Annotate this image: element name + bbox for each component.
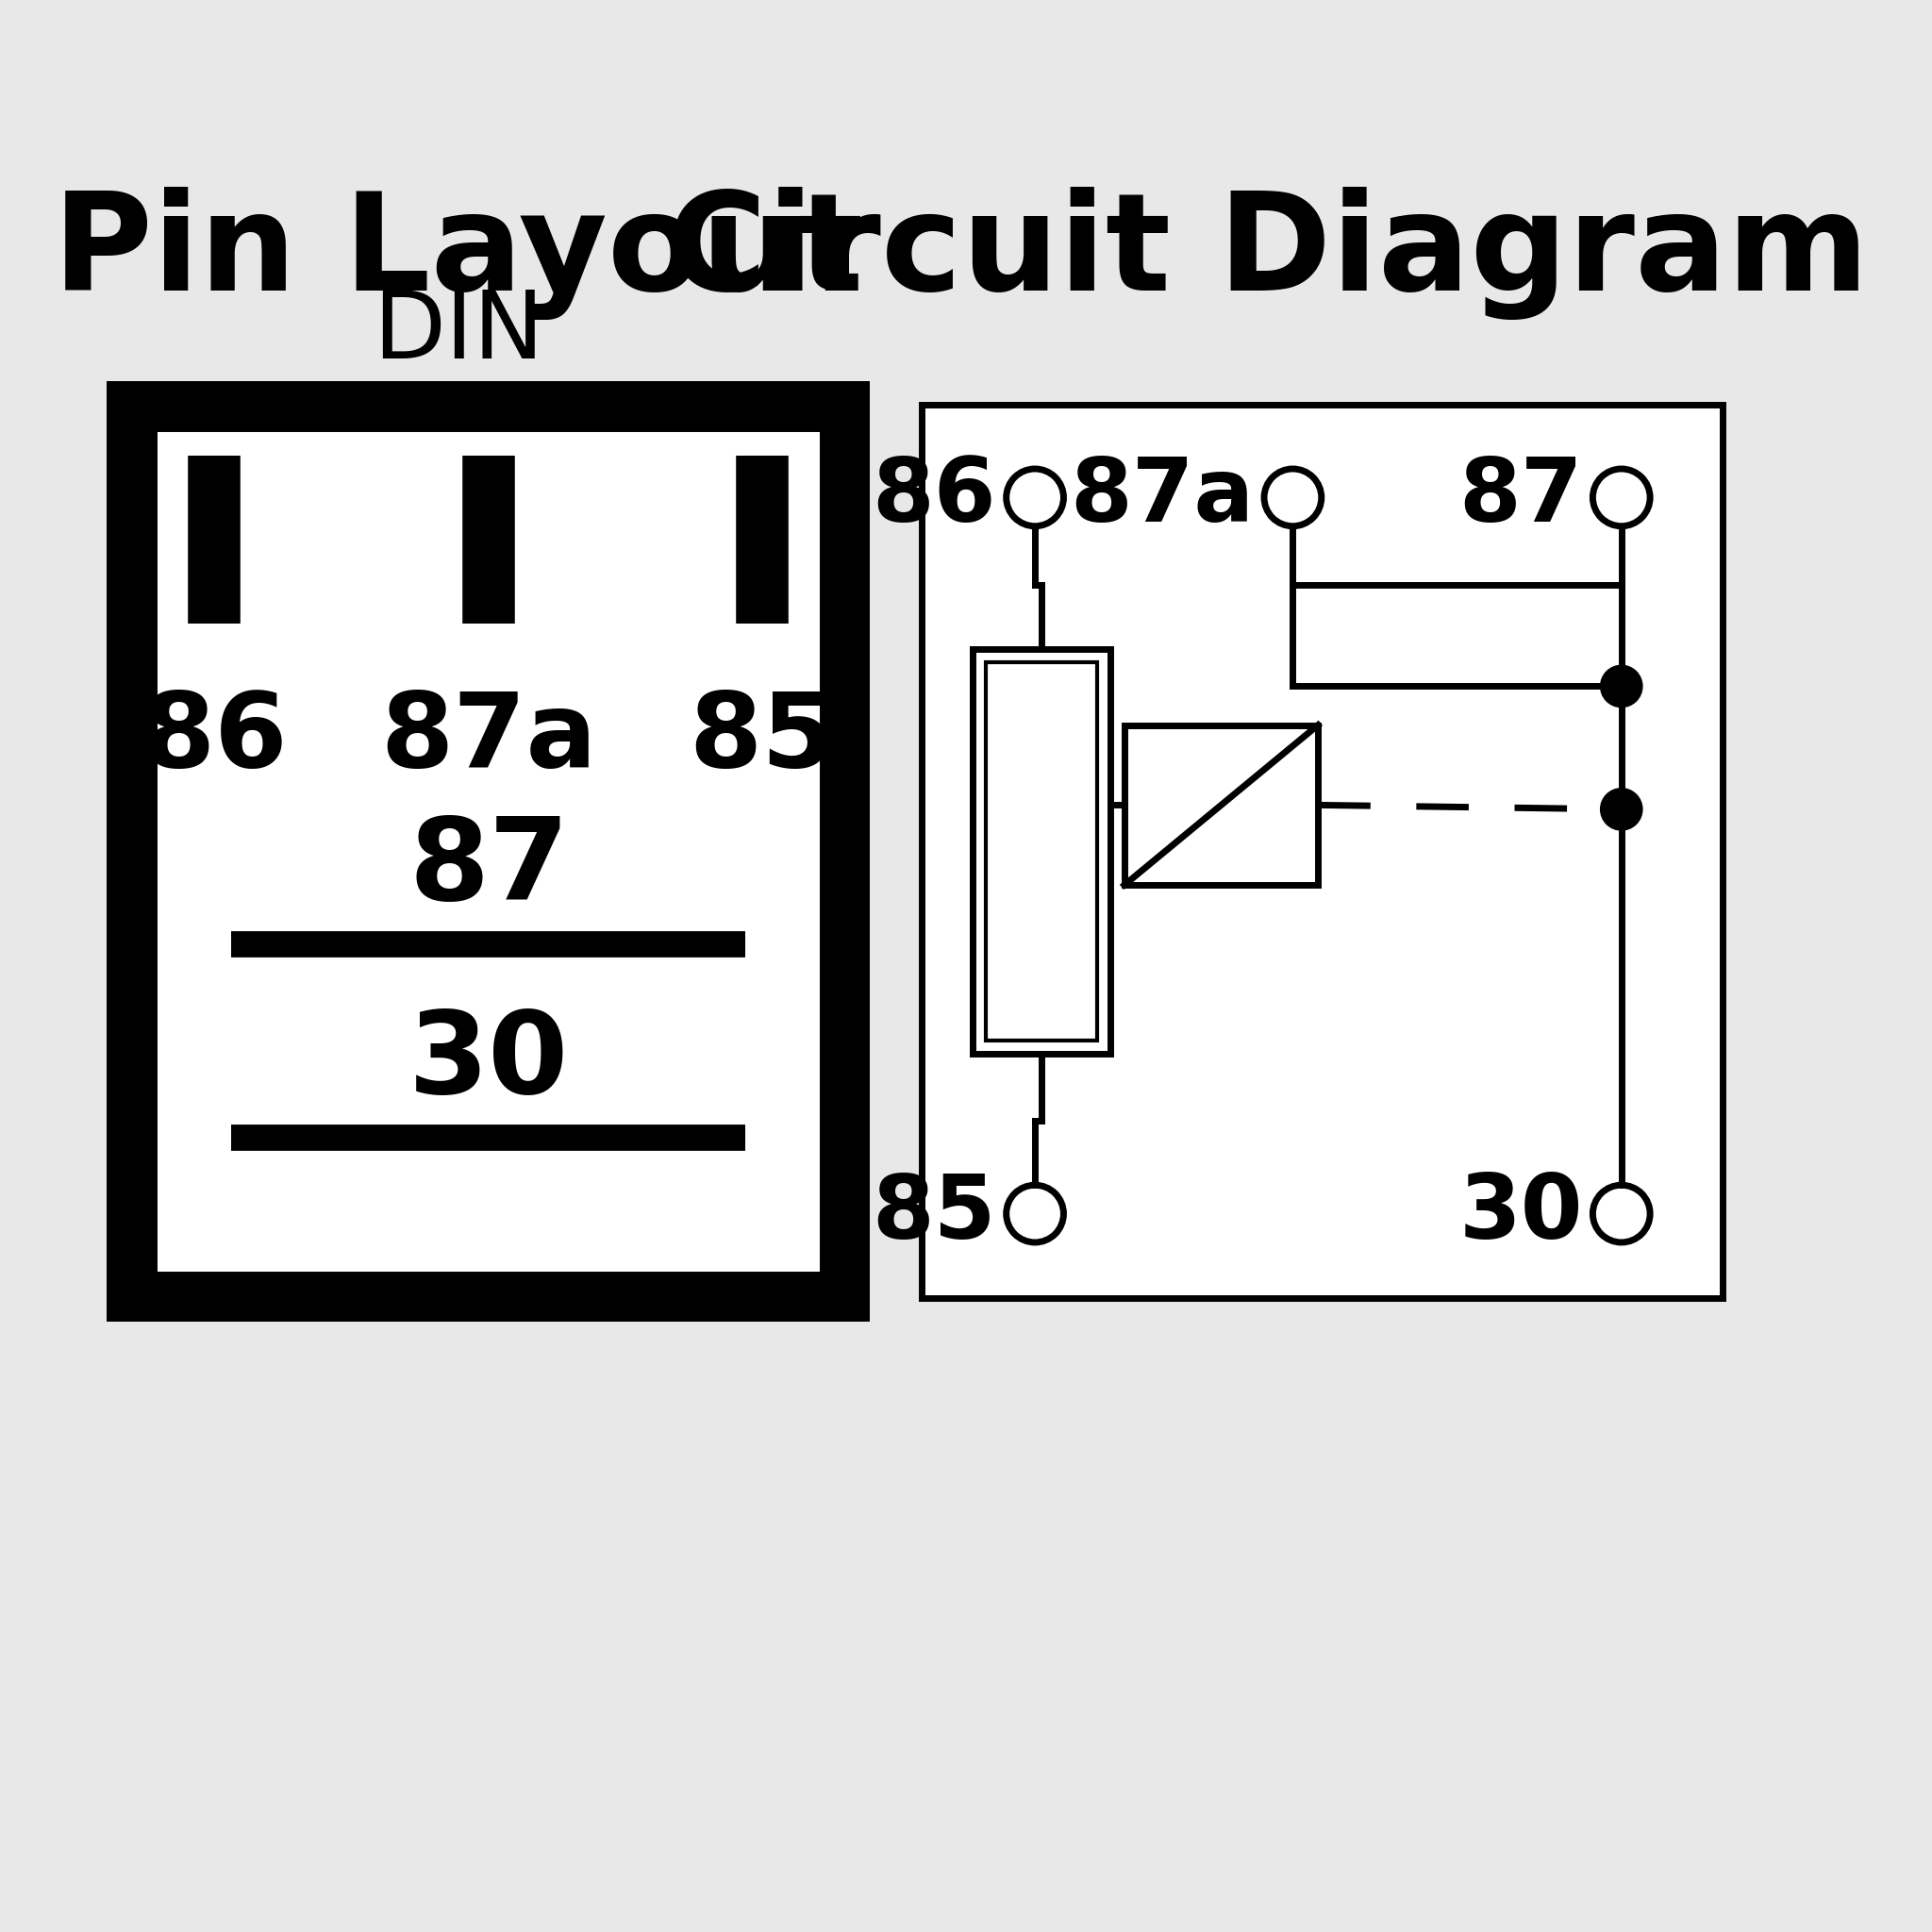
Text: 87: 87: [1459, 454, 1582, 541]
Bar: [153, 429, 823, 1275]
Text: 87a: 87a: [381, 688, 597, 788]
Text: 30: 30: [408, 1007, 570, 1117]
Bar: [922, 406, 1723, 1298]
Text: 85: 85: [871, 1171, 997, 1258]
Circle shape: [1602, 667, 1642, 707]
Text: 87: 87: [410, 813, 570, 923]
Text: 85: 85: [690, 688, 835, 788]
Text: Pin Layout: Pin Layout: [54, 187, 864, 319]
Text: DIN: DIN: [373, 286, 545, 379]
Bar: [129, 406, 846, 1298]
Text: 30: 30: [1459, 1171, 1582, 1258]
Text: 87a: 87a: [1070, 454, 1254, 541]
Bar: [972, 649, 1111, 1053]
Text: Circuit Diagram: Circuit Diagram: [667, 187, 1868, 319]
Text: 86: 86: [141, 688, 288, 788]
Circle shape: [1602, 788, 1642, 829]
Bar: [985, 663, 1097, 1039]
Text: 86: 86: [871, 454, 997, 541]
Bar: [1124, 724, 1318, 885]
